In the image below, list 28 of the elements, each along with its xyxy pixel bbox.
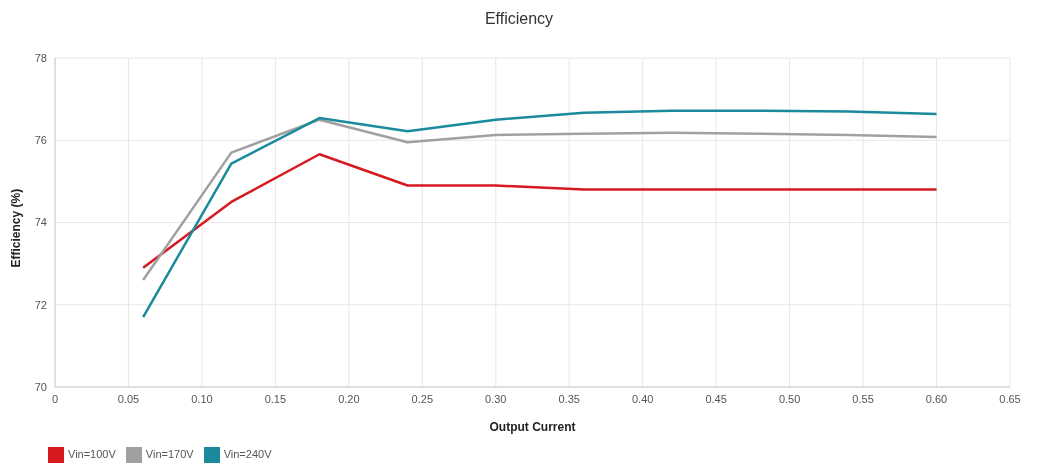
x-axis-title: Output Current bbox=[489, 420, 576, 434]
legend-label: Vin=170V bbox=[145, 447, 194, 460]
x-tick-label: 0.25 bbox=[411, 392, 434, 405]
x-tick-label: 0.40 bbox=[631, 392, 654, 405]
x-tick-label: 0 bbox=[51, 392, 59, 405]
x-tick-label: 0.10 bbox=[191, 392, 213, 405]
x-tick-label: 0.15 bbox=[264, 392, 287, 405]
legend-label: Vin=100V bbox=[68, 447, 116, 460]
y-axis-title: Efficiency (%) bbox=[9, 188, 24, 268]
y-tick-label: 76 bbox=[34, 134, 47, 147]
x-tick-label: 0.55 bbox=[852, 392, 874, 405]
legend-label: Vin=240V bbox=[223, 447, 272, 460]
x-tick-label: 0.20 bbox=[338, 392, 360, 405]
y-tick-label: 78 bbox=[34, 51, 47, 64]
x-tick-label: 0.65 bbox=[999, 392, 1021, 405]
x-tick-label: 0.60 bbox=[925, 392, 948, 405]
chart-title: Efficiency bbox=[483, 9, 555, 29]
x-tick-label: 0.30 bbox=[485, 392, 507, 405]
y-tick-label: 72 bbox=[34, 298, 47, 311]
x-tick-label: 0.05 bbox=[117, 392, 140, 405]
x-tick-label: 0.35 bbox=[558, 392, 580, 405]
y-tick-label: 70 bbox=[34, 380, 47, 393]
line-series bbox=[141, 152, 938, 269]
y-tick-label: 74 bbox=[34, 216, 47, 229]
line-series bbox=[141, 109, 938, 319]
line-series bbox=[141, 118, 938, 282]
x-tick-label: 0.45 bbox=[705, 392, 727, 405]
x-tick-label: 0.50 bbox=[778, 392, 801, 405]
